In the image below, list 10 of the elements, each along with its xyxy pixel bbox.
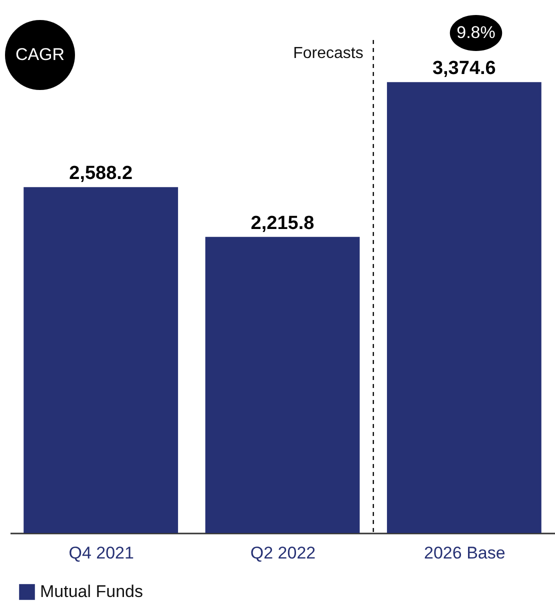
x-tick-label: Q2 2022 [250, 544, 316, 562]
data-label: 2,588.2 [69, 163, 133, 184]
data-label: 2,215.8 [250, 212, 314, 234]
legend-label: Mutual Funds [40, 582, 143, 601]
text: 9.8% [456, 23, 496, 42]
x-tick-label: Q4 2021 [68, 544, 134, 562]
text: Forecasts [293, 45, 364, 62]
text: CAGR [15, 45, 65, 64]
data-label: 3,374.6 [432, 58, 496, 80]
x-tick-label: 2026 Base [424, 544, 506, 562]
